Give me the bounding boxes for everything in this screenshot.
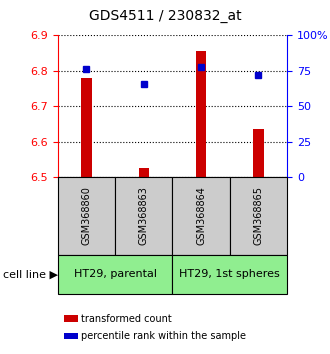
Text: GDS4511 / 230832_at: GDS4511 / 230832_at [89,9,241,23]
Bar [196,51,206,177]
Bar [81,78,92,177]
Text: GSM368860: GSM368860 [82,187,91,245]
Text: GSM368864: GSM368864 [196,187,206,245]
Text: GSM368863: GSM368863 [139,187,149,245]
Text: HT29, 1st spheres: HT29, 1st spheres [180,269,280,279]
Bar [253,129,264,177]
Text: GSM368865: GSM368865 [253,187,263,245]
Text: cell line ▶: cell line ▶ [3,269,58,279]
Text: transformed count: transformed count [81,314,172,324]
Bar [139,168,149,177]
Text: percentile rank within the sample: percentile rank within the sample [81,331,246,341]
Text: HT29, parental: HT29, parental [74,269,157,279]
